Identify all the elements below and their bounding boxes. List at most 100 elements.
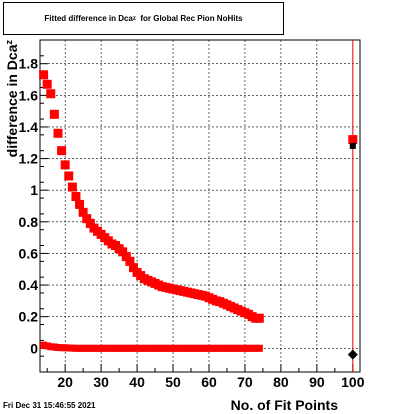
data-point [57,146,67,156]
x-axis-title: No. of Fit Points [231,397,339,413]
data-point [78,207,88,217]
baseline-point [101,344,109,352]
chart-title-subscript: z [132,15,136,22]
baseline-point [252,344,260,352]
data-point [118,247,128,257]
x-tick-label: 50 [165,374,181,390]
data-point [75,199,85,209]
baseline-point [47,343,55,351]
y-axis-title-group: difference in Dcaz [4,40,20,158]
data-point [254,313,264,323]
chart-title-suffix: for Global Rec Pion NoHits [140,14,243,23]
data-point [64,171,74,181]
baseline-point [241,344,249,352]
baseline-point [140,344,148,352]
timestamp: Fri Dec 31 15:46:55 2021 [3,401,96,410]
x-tick-label: 60 [201,374,217,390]
baseline-point [144,344,152,352]
x-tick-label: 70 [237,374,253,390]
baseline-point [54,343,62,351]
baseline-point [97,344,105,352]
x-tick-label: 30 [93,374,109,390]
baseline-point [112,344,120,352]
data-point [60,160,70,170]
data-point [125,256,135,266]
extra-marker-square [349,142,356,149]
baseline-point [230,344,238,352]
data-point [348,135,358,145]
data-point [128,263,138,273]
baseline-point [165,344,173,352]
x-tick-label: 100 [341,374,365,390]
baseline-point [90,344,98,352]
baseline-point [187,344,195,352]
baseline-point [169,344,177,352]
baseline-point [205,344,213,352]
baseline-point [76,344,84,352]
baseline-point [234,344,242,352]
baseline-point [137,344,145,352]
baseline-point [104,344,112,352]
baseline-point [133,344,141,352]
baseline-point [227,344,235,352]
baseline-point [219,344,227,352]
baseline-point [155,344,163,352]
y-tick-label: 0.2 [19,309,39,325]
extra-marker-diamond [347,349,358,360]
baseline-point [40,341,48,349]
chart-title-main: Fitted difference in Dca [44,14,133,23]
baseline-point [129,344,137,352]
baseline-point [94,344,102,352]
baseline-point [83,344,91,352]
x-tick-label: 40 [129,374,145,390]
y-axis-title-sub: z [4,40,14,45]
baseline-point [223,344,231,352]
baseline-point [183,344,191,352]
baseline-point [147,344,155,352]
baseline-point [158,344,166,352]
baseline-point [245,344,253,352]
baseline-point [72,344,80,352]
data-point [71,192,81,202]
baseline-point [209,344,217,352]
baseline-point [198,344,206,352]
baseline-point [122,344,130,352]
data-point [49,109,59,119]
x-tick-label: 80 [273,374,289,390]
data-point [85,218,95,228]
y-tick-label: 1.2 [19,151,39,167]
data-point [42,79,52,89]
baseline-point [191,344,199,352]
y-tick-label: 0.8 [19,214,39,230]
y-axis-title: difference in Dcaz [4,40,20,158]
baseline-point [43,342,51,350]
marks-layer [39,70,358,360]
baseline-point [173,344,181,352]
y-tick-label: 1 [30,182,38,198]
y-axis-title-main: difference in Dca [4,44,20,157]
y-tick-label: 1.8 [19,56,39,72]
baseline-point [162,344,170,352]
baseline-point [61,344,69,352]
baseline-point [237,344,245,352]
baseline-point [86,344,94,352]
y-tick-label: 0 [30,340,38,356]
baseline-point [58,344,66,352]
baseline-point [79,344,87,352]
baseline-point [68,344,76,352]
x-tick-label: 90 [309,374,325,390]
baseline-point [194,344,202,352]
x-tick-label: 20 [57,374,73,390]
baseline-point [50,343,58,351]
baseline-point [65,344,73,352]
baseline-point [201,344,209,352]
baseline-point [216,344,224,352]
y-tick-label: 0.4 [19,277,39,293]
ticks-layer: 20 30 40 50 60 70 80 90 100 0 0.2 0.4 0.6 0.8 1 1.2 1.4 1… [19,55,365,390]
baseline-point [115,344,123,352]
data-point [46,89,56,99]
baseline-point [180,344,188,352]
baseline-point [248,344,256,352]
chart-title-box: Fitted difference in Dca z for Global Rec… [3,2,284,35]
